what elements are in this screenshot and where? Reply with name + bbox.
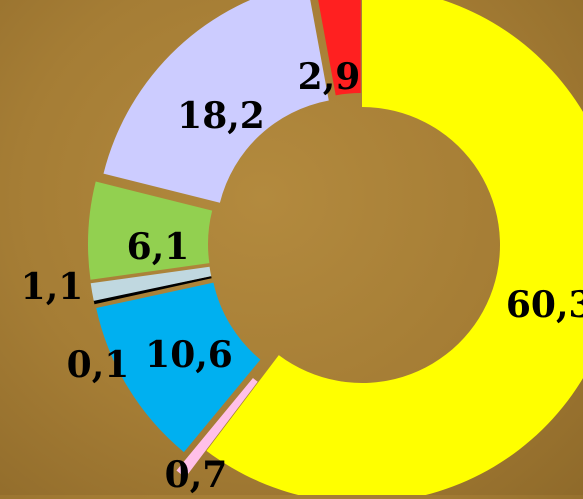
slice-value-label: 0,1 xyxy=(67,344,130,386)
labels-layer: 60,3 0,7 10,6 0,1 1,1 6,1 18,2 2,9 xyxy=(21,56,583,496)
donut-slice xyxy=(93,276,212,305)
donut-slice xyxy=(90,266,212,301)
donut-slice xyxy=(103,0,329,203)
donut-slice xyxy=(206,0,583,499)
slice-value-label: 60,3 xyxy=(506,284,583,326)
slice-value-label: 1,1 xyxy=(21,266,84,308)
donut-slice xyxy=(318,0,361,96)
donut-slice xyxy=(96,282,261,453)
slice-value-label: 10,6 xyxy=(145,334,233,376)
slices-layer xyxy=(88,0,583,499)
slice-value-label: 2,9 xyxy=(298,56,361,98)
donut-slice xyxy=(176,377,258,478)
slice-value-label: 0,7 xyxy=(165,454,228,495)
slice-value-label: 6,1 xyxy=(127,226,190,268)
donut-slice xyxy=(88,181,213,280)
slice-value-label: 18,2 xyxy=(177,95,265,137)
